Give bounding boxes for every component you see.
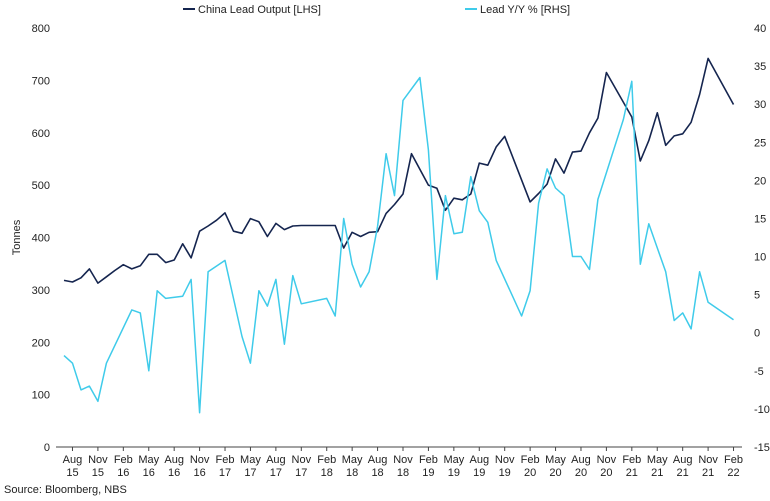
y-tick-label-right: 0 xyxy=(754,328,760,340)
series-line-lead-yoy xyxy=(63,76,734,414)
x-tick-year: 17 xyxy=(219,467,231,479)
x-tick-month: May xyxy=(240,454,261,466)
x-tick-month: Nov xyxy=(495,454,515,466)
x-tick-year: 21 xyxy=(677,467,689,479)
y-tick-label-left: 800 xyxy=(32,23,50,35)
x-tick-year: 20 xyxy=(575,467,587,479)
y-tick-label-right: 30 xyxy=(754,99,766,111)
x-tick-month: Aug xyxy=(571,454,591,466)
x-tick-year: 21 xyxy=(626,467,638,479)
x-tick-year: 15 xyxy=(92,467,104,479)
x-tick-year: 16 xyxy=(117,467,129,479)
x-tick-month: Nov xyxy=(597,454,617,466)
x-tick-month: Feb xyxy=(521,454,540,466)
series-line-china-lead-output xyxy=(63,57,735,284)
x-tick-year: 18 xyxy=(321,467,333,479)
x-tick-month: Nov xyxy=(292,454,312,466)
y-tick-label-right: 5 xyxy=(754,290,760,302)
x-tick-month: Aug xyxy=(63,454,83,466)
y-tick-label-right: 20 xyxy=(754,175,766,187)
x-tick-year: 15 xyxy=(66,467,78,479)
legend: China Lead Output [LHS] Lead Y/Y % [RHS] xyxy=(183,4,570,16)
x-tick-year: 19 xyxy=(448,467,460,479)
x-tick-year: 19 xyxy=(499,467,511,479)
y-tick-label-right: 10 xyxy=(754,252,766,264)
x-tick-year: 19 xyxy=(473,467,485,479)
x-tick-month: Feb xyxy=(216,454,235,466)
y-tick-label-right: -10 xyxy=(754,404,770,416)
x-tick-month: Nov xyxy=(190,454,210,466)
x-tick-month: Aug xyxy=(266,454,286,466)
x-tick-year: 18 xyxy=(346,467,358,479)
x-tick-year: 17 xyxy=(295,467,307,479)
x-tick-year: 20 xyxy=(524,467,536,479)
y-tick-label-right: 15 xyxy=(754,213,766,225)
y-tick-label-left: 300 xyxy=(32,285,50,297)
legend-label: China Lead Output [LHS] xyxy=(198,4,321,16)
x-tick-month: May xyxy=(342,454,363,466)
x-tick-month: Aug xyxy=(368,454,388,466)
x-tick-year: 16 xyxy=(193,467,205,479)
x-tick-year: 21 xyxy=(651,467,663,479)
x-tick-month: Nov xyxy=(393,454,413,466)
x-tick-year: 20 xyxy=(549,467,561,479)
y-tick-label-left: 200 xyxy=(32,337,50,349)
y-tick-label-left: 500 xyxy=(32,180,50,192)
x-tick-year: 18 xyxy=(397,467,409,479)
x-tick-year: 19 xyxy=(422,467,434,479)
x-tick-year: 17 xyxy=(244,467,256,479)
x-tick-month: Nov xyxy=(698,454,718,466)
chart-axes: 0 100 200 300 400 500 600 700 800 -15 -10 -5 0 5 10 15 2… xyxy=(11,23,770,479)
y-tick-label-right: 40 xyxy=(754,23,766,35)
x-tick-month: May xyxy=(545,454,566,466)
x-tick-month: Feb xyxy=(724,454,743,466)
x-tick-month: Feb xyxy=(622,454,641,466)
y-tick-label-right: -5 xyxy=(754,366,764,378)
y-tick-label-left: 100 xyxy=(32,390,50,402)
x-tick-month: Feb xyxy=(419,454,438,466)
x-tick-year: 18 xyxy=(371,467,383,479)
y-tick-label-left: 600 xyxy=(32,128,50,140)
y-tick-label-left: 400 xyxy=(32,233,50,245)
x-tick-month: Feb xyxy=(114,454,133,466)
x-tick-year: 21 xyxy=(702,467,714,479)
x-tick-year: 22 xyxy=(727,467,739,479)
y-tick-label-right: 25 xyxy=(754,137,766,149)
y-tick-label-left: 700 xyxy=(32,75,50,87)
legend-label: Lead Y/Y % [RHS] xyxy=(480,4,570,16)
x-tick-month: Aug xyxy=(164,454,184,466)
x-tick-month: Aug xyxy=(469,454,489,466)
x-tick-month: May xyxy=(443,454,464,466)
x-tick-year: 16 xyxy=(168,467,180,479)
y-tick-label-right: 35 xyxy=(754,61,766,73)
x-tick-year: 20 xyxy=(600,467,612,479)
source-note: Source: Bloomberg, NBS xyxy=(4,484,127,496)
x-tick-month: Nov xyxy=(88,454,108,466)
chart-series xyxy=(63,57,735,414)
x-tick-year: 17 xyxy=(270,467,282,479)
x-tick-month: Feb xyxy=(317,454,336,466)
x-tick-year: 16 xyxy=(143,467,155,479)
x-tick-month: Aug xyxy=(673,454,693,466)
y-tick-label-left: 0 xyxy=(44,442,50,454)
y-axis-title: Tonnes xyxy=(11,219,23,255)
x-tick-month: May xyxy=(647,454,668,466)
x-tick-month: May xyxy=(138,454,159,466)
y-tick-label-right: -15 xyxy=(754,442,770,454)
